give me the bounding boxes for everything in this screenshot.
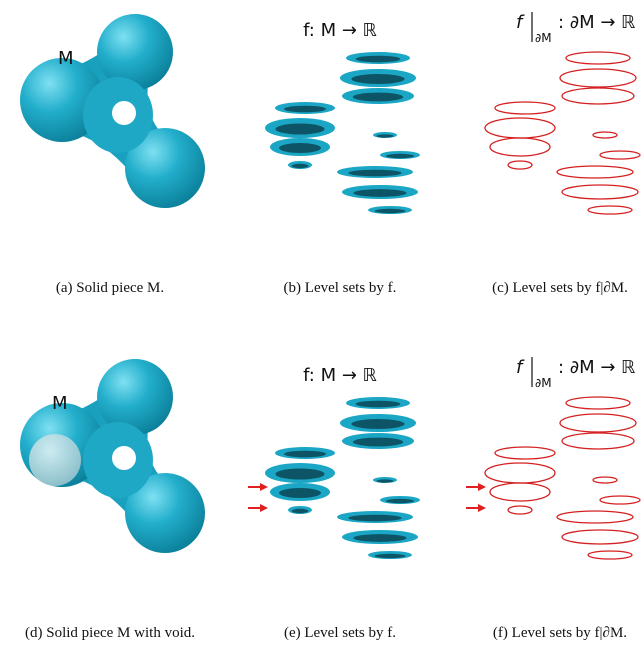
level-set-shade <box>353 93 403 102</box>
arrow-head <box>478 504 486 512</box>
level-curve <box>485 118 555 138</box>
level-curve <box>600 151 640 159</box>
level-set-shade <box>279 488 321 498</box>
level-set-shade <box>284 106 326 113</box>
caption: (a) Solid piece M. <box>56 280 164 296</box>
level-set-shade <box>356 56 401 63</box>
solid-piece <box>20 359 205 553</box>
level-curve <box>566 52 630 64</box>
level-curve <box>557 511 633 523</box>
boundary-level-sets <box>485 52 640 214</box>
level-set-shade <box>292 509 309 513</box>
level-curve <box>495 447 555 459</box>
label: f: M → ℝ <box>303 20 377 41</box>
hole <box>112 446 136 470</box>
arrow-head <box>260 483 268 491</box>
level-sets <box>265 397 420 559</box>
hole <box>112 101 136 125</box>
boundary-level-sets <box>485 397 640 559</box>
level-curve <box>508 506 532 514</box>
level-curve <box>588 206 632 214</box>
level-curve <box>490 483 550 501</box>
level-curve <box>490 138 550 156</box>
label-rest: : ∂M → ℝ <box>558 12 635 33</box>
label: f <box>516 357 525 378</box>
level-sets <box>265 52 420 214</box>
level-curve <box>560 69 636 87</box>
caption: (c) Level sets by f|∂M. <box>492 280 628 296</box>
level-set-shade <box>353 534 406 542</box>
level-set-shade <box>375 209 406 213</box>
label: f <box>516 12 525 33</box>
level-set-shade <box>279 143 321 153</box>
level-curve <box>600 496 640 504</box>
level-set-shade <box>348 515 401 522</box>
level-curve <box>495 102 555 114</box>
level-curve <box>562 433 634 449</box>
level-curve <box>562 530 638 544</box>
label-subscript: ∂M <box>535 376 552 390</box>
level-curve <box>485 463 555 483</box>
label: f: M → ℝ <box>303 365 377 386</box>
caption: (d) Solid piece M with void. <box>25 625 195 641</box>
level-set-shade <box>276 469 325 480</box>
arrow-head <box>260 504 268 512</box>
level-set-shade <box>284 451 326 458</box>
label: M <box>52 393 68 414</box>
level-curve <box>562 88 634 104</box>
level-set-shade <box>377 134 394 137</box>
level-set-shade <box>292 164 309 168</box>
label: M <box>58 48 74 69</box>
level-set-shade <box>351 74 404 84</box>
level-set-shade <box>356 401 401 408</box>
level-set-shade <box>375 554 406 558</box>
level-set-shade <box>377 479 394 482</box>
level-set-shade <box>353 189 406 197</box>
label-rest: : ∂M → ℝ <box>558 357 635 378</box>
level-curve <box>566 397 630 409</box>
level-curve <box>508 161 532 169</box>
arrow-head <box>478 483 486 491</box>
level-set-shade <box>386 154 414 158</box>
level-curve <box>562 185 638 199</box>
level-set-shade <box>386 499 414 503</box>
level-curve <box>560 414 636 432</box>
level-curve <box>588 551 632 559</box>
level-curve <box>593 132 617 138</box>
caption: (e) Level sets by f. <box>284 625 396 641</box>
level-curve <box>557 166 633 178</box>
solid-piece <box>20 14 205 208</box>
label-subscript: ∂M <box>535 31 552 45</box>
caption: (b) Level sets by f. <box>284 280 397 296</box>
level-set-shade <box>353 438 403 447</box>
level-set-shade <box>348 170 401 177</box>
caption: (f) Level sets by f|∂M. <box>493 625 627 641</box>
level-set-shade <box>351 419 404 429</box>
level-curve <box>593 477 617 483</box>
figure: M (a) Solid piece M. f: M → ℝ (b) Level set… <box>0 0 644 652</box>
level-set-shade <box>276 124 325 135</box>
void <box>29 434 81 486</box>
